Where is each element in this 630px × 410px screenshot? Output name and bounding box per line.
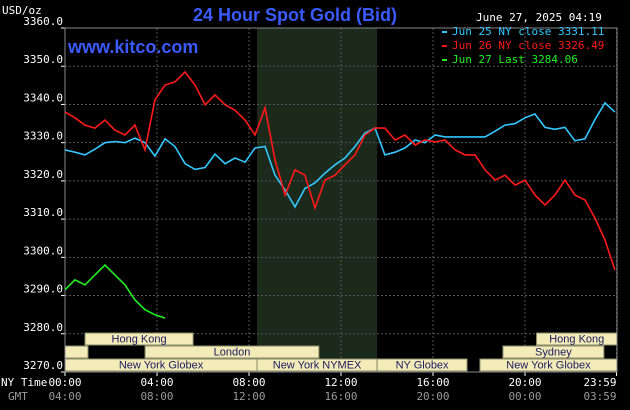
- x-tick-label: 12:00: [324, 376, 357, 389]
- session-bar: [502, 345, 605, 359]
- x2-tick-label: 08:00: [140, 390, 173, 403]
- x2-tick-label: 00:00: [508, 390, 541, 403]
- subtitle: www.kitco.com: [67, 37, 198, 57]
- session-label: Sydney: [535, 346, 572, 358]
- x-tick-label: 00:00: [48, 376, 81, 389]
- y-tick-label: 3350.0: [23, 53, 63, 66]
- y-tick-label: 3280.0: [23, 321, 63, 334]
- y-tick-label: 3310.0: [23, 206, 63, 219]
- series-line: [64, 70, 616, 271]
- y-tick-label: 3290.0: [23, 283, 63, 296]
- session-label: New York NYMEX: [273, 359, 362, 371]
- x-tick-label: 16:00: [416, 376, 449, 389]
- timestamp: June 27, 2025 04:19: [476, 11, 602, 24]
- y-tick-label: 3340.0: [23, 91, 63, 104]
- x-tick-label: 04:00: [140, 376, 173, 389]
- chart-title: 24 Hour Spot Gold (Bid): [193, 5, 397, 25]
- series-line: [64, 101, 616, 209]
- session-bar: [144, 345, 320, 359]
- session-bar: [64, 345, 89, 359]
- y-tick-label: 3270.0: [23, 359, 63, 372]
- x-tick-label: 23:59: [583, 376, 616, 389]
- legend-label: Jun 26 NY close 3326.49: [452, 39, 604, 52]
- x-axis-label: NY Time: [1, 376, 47, 389]
- y-axis-label: USD/oz: [2, 4, 42, 17]
- x2-tick-label: 12:00: [232, 390, 265, 403]
- plot-border: [64, 27, 618, 373]
- y-tick-label: 3330.0: [23, 130, 63, 143]
- session-label: New York Globex: [119, 359, 204, 371]
- legend-label: Jun 25 NY close 3331.11: [452, 25, 604, 38]
- x2-tick-label: 03:59: [583, 390, 616, 403]
- y-tick-label: 3320.0: [23, 168, 63, 181]
- y-tick-label: 3300.0: [23, 244, 63, 257]
- session-label: NY Globex: [396, 359, 449, 371]
- x2-axis-label: GMT: [8, 390, 28, 403]
- x2-tick-label: 20:00: [416, 390, 449, 403]
- legend-label: Jun 27 Last 3284.06: [452, 53, 578, 66]
- session-label: New York Globex: [506, 359, 591, 371]
- y-tick-label: 3360.0: [23, 15, 63, 28]
- session-bar: [376, 358, 468, 372]
- series-line: [64, 263, 166, 319]
- session-label: Hong Kong: [549, 333, 604, 345]
- x-tick-label: 08:00: [232, 376, 265, 389]
- session-bar: [84, 332, 194, 346]
- x2-tick-label: 04:00: [48, 390, 81, 403]
- x2-tick-label: 16:00: [324, 390, 357, 403]
- session-label: Hong Kong: [112, 333, 167, 345]
- x-tick-label: 20:00: [508, 376, 541, 389]
- session-label: London: [214, 346, 251, 358]
